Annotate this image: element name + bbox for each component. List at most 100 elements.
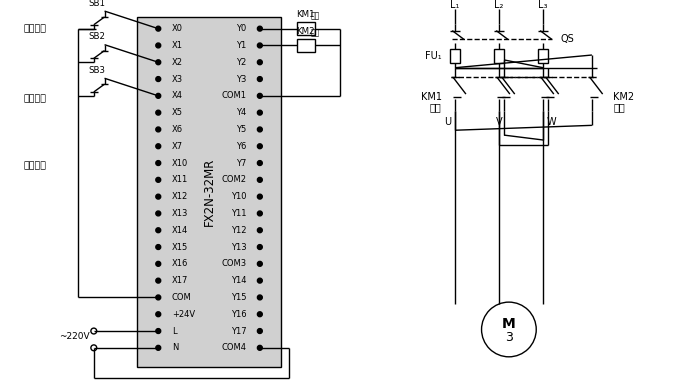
Circle shape <box>257 278 262 283</box>
Circle shape <box>257 144 262 149</box>
Text: X5: X5 <box>172 108 183 117</box>
Text: FU₁: FU₁ <box>425 51 441 61</box>
Circle shape <box>257 211 262 216</box>
Circle shape <box>156 245 160 249</box>
Circle shape <box>257 43 262 48</box>
Text: 正轉: 正轉 <box>311 11 320 20</box>
Circle shape <box>156 328 160 334</box>
Circle shape <box>156 228 160 233</box>
Text: Y14: Y14 <box>231 276 246 285</box>
Text: Y5: Y5 <box>236 125 246 134</box>
Circle shape <box>156 194 160 199</box>
Text: SB3: SB3 <box>88 66 105 75</box>
Text: 反轉: 反轉 <box>311 28 320 37</box>
Text: X0: X0 <box>172 24 183 33</box>
Text: COM: COM <box>172 293 191 302</box>
Text: L₁: L₁ <box>450 0 460 10</box>
Text: FX2N-32MR: FX2N-32MR <box>203 158 216 226</box>
Text: X17: X17 <box>172 276 188 285</box>
Text: 反轉按鈕: 反轉按鈕 <box>24 95 47 104</box>
Circle shape <box>257 161 262 165</box>
Text: 正轉: 正轉 <box>430 102 441 112</box>
Text: Y15: Y15 <box>231 293 246 302</box>
Text: X16: X16 <box>172 259 188 268</box>
Text: ~220V: ~220V <box>59 332 90 341</box>
Text: V: V <box>496 117 502 127</box>
Circle shape <box>257 228 262 233</box>
Text: KM1: KM1 <box>297 11 315 20</box>
Text: Y2: Y2 <box>236 58 246 67</box>
Text: W: W <box>547 117 557 127</box>
Text: Y10: Y10 <box>231 192 246 201</box>
Circle shape <box>91 345 97 351</box>
Text: SB1: SB1 <box>88 0 105 8</box>
Text: COM3: COM3 <box>221 259 246 268</box>
Bar <box>297 39 315 52</box>
Text: X11: X11 <box>172 175 188 184</box>
Circle shape <box>257 77 262 81</box>
Circle shape <box>156 312 160 317</box>
Circle shape <box>257 328 262 334</box>
Circle shape <box>156 77 160 81</box>
Circle shape <box>156 178 160 182</box>
Circle shape <box>257 60 262 65</box>
Text: U: U <box>444 117 452 127</box>
Text: L₂: L₂ <box>495 0 504 10</box>
Text: COM1: COM1 <box>221 91 246 100</box>
Text: X4: X4 <box>172 91 183 100</box>
Text: N: N <box>172 343 179 352</box>
Text: 反轉: 反轉 <box>613 102 625 112</box>
Circle shape <box>156 161 160 165</box>
Circle shape <box>156 211 160 216</box>
Text: L: L <box>172 326 177 335</box>
Text: X3: X3 <box>172 75 183 84</box>
Circle shape <box>257 26 262 31</box>
Text: Y6: Y6 <box>236 142 246 151</box>
Text: 3: 3 <box>505 331 513 344</box>
Text: X14: X14 <box>172 226 188 235</box>
Circle shape <box>156 110 160 115</box>
Text: Y11: Y11 <box>231 209 246 218</box>
Circle shape <box>156 144 160 149</box>
Circle shape <box>156 43 160 48</box>
Text: X7: X7 <box>172 142 183 151</box>
Circle shape <box>481 302 537 357</box>
Text: Y17: Y17 <box>231 326 246 335</box>
Text: X15: X15 <box>172 242 188 251</box>
Text: X12: X12 <box>172 192 188 201</box>
Text: X2: X2 <box>172 58 183 67</box>
Text: X10: X10 <box>172 158 188 168</box>
Text: +24V: +24V <box>172 310 195 319</box>
Text: Y13: Y13 <box>231 242 246 251</box>
Text: Y7: Y7 <box>236 158 246 168</box>
Circle shape <box>156 278 160 283</box>
Text: 正轉按鈕: 正轉按鈕 <box>24 24 47 33</box>
Circle shape <box>156 345 160 350</box>
Text: KM2: KM2 <box>297 27 315 36</box>
Text: COM4: COM4 <box>221 343 246 352</box>
Text: 停轉按鈕: 停轉按鈕 <box>24 161 47 170</box>
Circle shape <box>257 93 262 98</box>
Circle shape <box>257 194 262 199</box>
Circle shape <box>257 295 262 300</box>
Bar <box>494 49 504 63</box>
Circle shape <box>257 312 262 317</box>
Circle shape <box>156 93 160 98</box>
Text: COM2: COM2 <box>221 175 246 184</box>
Text: Y0: Y0 <box>236 24 246 33</box>
Text: KM2: KM2 <box>613 92 634 102</box>
Text: Y4: Y4 <box>236 108 246 117</box>
Text: Y16: Y16 <box>231 310 246 319</box>
Text: Y1: Y1 <box>236 41 246 50</box>
Text: KM1: KM1 <box>421 92 441 102</box>
Circle shape <box>156 262 160 266</box>
Circle shape <box>156 127 160 132</box>
Bar <box>450 49 460 63</box>
Text: Y12: Y12 <box>231 226 246 235</box>
Circle shape <box>91 328 97 334</box>
Circle shape <box>257 178 262 182</box>
Bar <box>137 17 281 367</box>
Circle shape <box>156 295 160 300</box>
Text: X6: X6 <box>172 125 183 134</box>
Circle shape <box>257 262 262 266</box>
